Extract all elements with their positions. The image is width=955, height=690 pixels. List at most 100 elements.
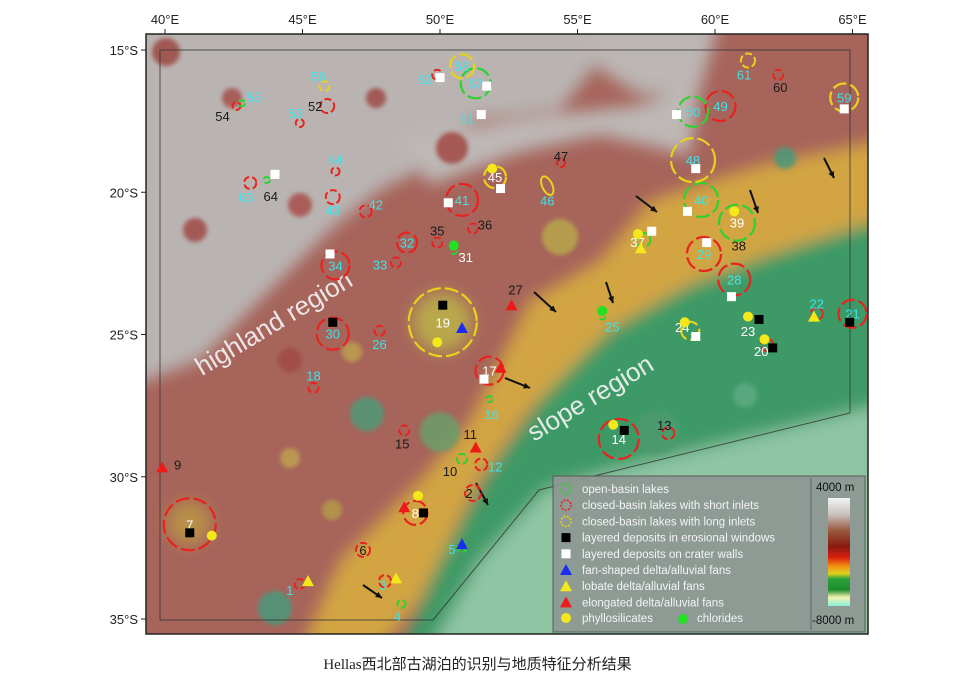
layered-deposit-crater-wall-marker — [839, 104, 849, 114]
lake-label: 4 — [394, 609, 401, 624]
lake-label: 42 — [369, 197, 383, 212]
long-basin-lake-outline — [680, 320, 701, 341]
lake-12: 12 — [474, 457, 502, 475]
lake-56: 56 — [311, 69, 331, 93]
long-basin-lake-outline — [740, 52, 756, 69]
short-basin-lake-outline — [324, 189, 341, 206]
lake-label: 15 — [395, 436, 409, 451]
short-basin-lake-outline — [315, 316, 350, 351]
phyllosilicates-marker — [432, 337, 443, 348]
arrow-head — [650, 205, 657, 212]
arrow-head — [375, 591, 382, 598]
long-lake-symbol — [560, 515, 572, 528]
lake-label: 8 — [412, 506, 419, 521]
phyllosilicates-marker — [487, 163, 498, 174]
lake-label: 11 — [464, 427, 478, 442]
short-basin-lake-outline — [319, 98, 336, 115]
open-basin-lake-outline — [262, 176, 271, 185]
lake-29: 29 — [685, 235, 723, 273]
short-basin-lake-outline — [398, 424, 411, 437]
legend-label: closed-basin lakes with long inlets — [582, 516, 755, 528]
layered-deposit-crater-wall-marker — [482, 81, 492, 91]
lake-49: 49 — [704, 89, 737, 123]
short-basin-lake-outline — [661, 426, 676, 441]
legend-label: layered deposits in erosional windows — [582, 533, 775, 545]
chlorides-marker — [597, 305, 608, 316]
lat-tick-label: 15°S — [110, 43, 139, 58]
lake-22: 22 — [810, 297, 824, 321]
layered-deposit-erosional-marker — [619, 425, 629, 435]
open-basin-lake-outline — [717, 203, 757, 242]
arrow-icon — [605, 281, 614, 304]
legend-item: closed-basin lakes with short inlets — [560, 499, 759, 512]
lobate-delta-marker — [390, 572, 402, 584]
lake-36: 36 — [467, 217, 492, 235]
layered-deposit-crater-wall-marker — [647, 226, 657, 236]
lake-label: 28 — [727, 273, 741, 288]
legend-item: elongated delta/alluvial fans — [560, 596, 724, 609]
lake-label: 46 — [540, 194, 554, 209]
chlorides-marker — [448, 240, 459, 251]
lon-tick-label: 50°E — [426, 12, 455, 27]
lake-30: 30 — [315, 316, 350, 351]
lat-tick-label: 35°S — [110, 612, 139, 627]
lon-tick-label: 60°E — [701, 12, 730, 27]
lake-label: 19 — [436, 315, 450, 330]
crater-texture — [152, 38, 796, 625]
elongated-delta-marker — [469, 441, 482, 453]
lake-9: 9 — [174, 458, 181, 473]
lake-10: 10 — [443, 452, 468, 479]
layered-deposit-crater-wall-marker — [270, 169, 280, 179]
arrow-head — [549, 305, 556, 312]
short-basin-lake-outline — [243, 175, 258, 190]
lake-3: 3 — [378, 574, 392, 593]
layered-deposit-crater-wall-marker — [496, 184, 505, 194]
lake-2: 2 — [464, 483, 482, 502]
lake-46: 46 — [540, 175, 554, 209]
short-basin-lake-outline — [431, 236, 444, 249]
lake-32: 32 — [395, 231, 419, 254]
legend-label: open-basin lakes — [582, 484, 669, 496]
study-area-boundary — [159, 49, 851, 621]
lake-61: 61 — [737, 52, 756, 83]
lake-label: 56 — [311, 69, 325, 84]
legend-item: closed-basin lakes with long inlets — [560, 515, 755, 528]
lake-39: 39 — [717, 203, 757, 242]
terrain-basemap — [146, 34, 868, 634]
lake-label: 12 — [488, 460, 502, 475]
lake-label: 23 — [741, 324, 755, 339]
phyllosilicates-symbol — [561, 613, 571, 623]
legend-label: layered deposits on crater walls — [582, 549, 743, 561]
lake-14: 14 — [597, 417, 640, 461]
phyllosilicates-marker — [729, 206, 740, 217]
open-basin-lake-outline — [635, 231, 652, 248]
legend-label: fan-shaped delta/alluvial fans — [582, 565, 731, 577]
short-lake-symbol — [560, 499, 572, 512]
layered-deposit-crater-wall-marker — [702, 238, 712, 248]
open-basin-lake-outline — [456, 452, 468, 465]
phyllosilicates-marker — [413, 490, 423, 501]
lake-34: 34 — [320, 250, 351, 281]
lat-tick-label: 25°S — [110, 328, 139, 343]
lake-35: 35 — [430, 224, 444, 249]
arrow-head — [482, 498, 488, 505]
legend-label: lobate delta/alluvial fans — [582, 581, 705, 593]
legend-label: elongated delta/alluvial fans — [582, 597, 724, 609]
lake-label: 25 — [605, 320, 619, 335]
lake-label: 38 — [732, 238, 746, 253]
lake-43: 43 — [324, 189, 341, 218]
lon-tick-label: 40°E — [151, 12, 180, 27]
lake-55: 55 — [238, 90, 261, 108]
short-basin-lake-outline — [307, 381, 320, 394]
lake-label: 22 — [810, 297, 824, 312]
phyllosilicates-marker — [206, 530, 217, 541]
lake-label: 61 — [737, 68, 751, 83]
legend-chlorides: chlorides — [697, 613, 743, 625]
lake-label: 31 — [459, 250, 473, 265]
short-basin-lake-outline — [474, 457, 489, 472]
lake-label: 41 — [455, 193, 469, 208]
short-basin-lake-outline — [704, 89, 737, 123]
elongated-delta-marker — [494, 361, 507, 373]
